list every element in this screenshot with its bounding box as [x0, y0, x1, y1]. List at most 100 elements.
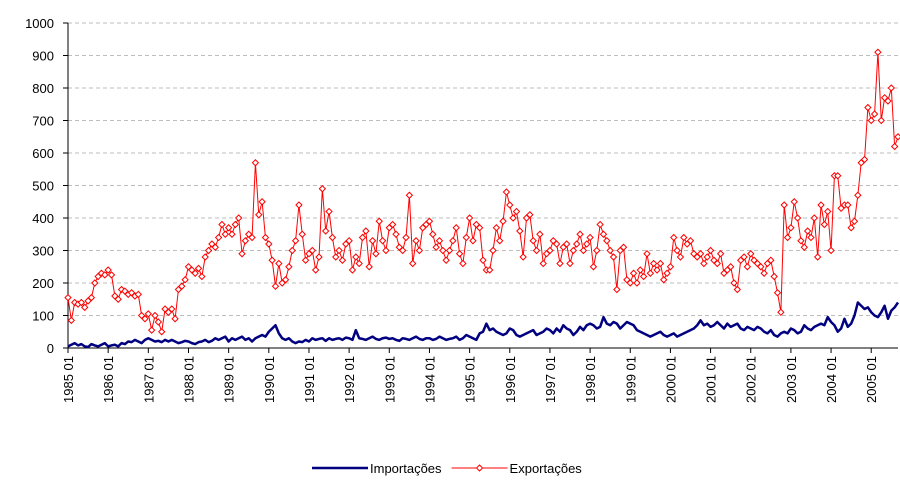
x-tick-label: 2003 01 — [784, 356, 799, 403]
series-marker — [583, 240, 591, 248]
series-marker — [864, 103, 872, 112]
series-marker — [817, 201, 825, 209]
series-marker — [566, 259, 574, 268]
series-marker — [228, 230, 236, 238]
series-marker — [442, 256, 450, 264]
series-marker — [107, 271, 116, 279]
series-marker — [409, 259, 417, 268]
series-marker — [803, 227, 812, 235]
series-marker — [606, 246, 614, 255]
x-tick-label: 1990 01 — [262, 356, 277, 403]
y-tick-label: 700 — [32, 114, 54, 129]
series-marker — [813, 253, 822, 261]
y-tick-label: 1000 — [25, 16, 54, 31]
series-marker — [596, 220, 604, 229]
series-marker — [469, 237, 477, 245]
series-marker — [144, 310, 153, 318]
series-marker — [519, 253, 527, 261]
series-marker — [536, 230, 544, 238]
series-marker — [660, 276, 668, 284]
series-marker — [646, 269, 655, 277]
series-marker — [87, 293, 96, 302]
series-marker — [546, 246, 554, 255]
x-tick-label: 1995 01 — [463, 356, 478, 403]
series-marker — [506, 201, 514, 209]
series-marker — [666, 263, 675, 271]
series-marker — [673, 246, 681, 255]
series-marker — [539, 259, 547, 268]
series-marker — [168, 305, 176, 313]
legend-label: Importações — [370, 461, 442, 476]
legend-marker — [475, 464, 484, 472]
series-marker — [449, 237, 457, 245]
series-marker — [854, 191, 862, 199]
series-marker — [653, 266, 661, 274]
series-marker — [325, 207, 333, 216]
series-marker — [787, 224, 795, 232]
series-marker — [258, 198, 266, 206]
series-marker — [251, 159, 260, 167]
y-tick-label: 600 — [32, 146, 54, 161]
series-marker — [485, 266, 494, 274]
series-marker — [234, 214, 243, 222]
y-tick-label: 200 — [32, 276, 54, 291]
series-marker — [271, 282, 280, 290]
series-marker — [499, 217, 507, 225]
x-tick-label: 2004 01 — [824, 356, 839, 403]
x-tick-label: 1997 01 — [543, 356, 558, 403]
series-marker — [281, 276, 290, 284]
series-marker — [670, 233, 678, 242]
series-marker — [489, 246, 497, 255]
series-marker — [392, 230, 400, 238]
series-marker — [747, 250, 755, 258]
series-marker — [308, 246, 317, 255]
series-marker — [793, 214, 802, 222]
series-marker — [757, 263, 765, 271]
series-marker — [877, 116, 885, 125]
series-marker — [214, 233, 223, 242]
series-marker — [91, 279, 99, 287]
series-marker — [352, 253, 360, 261]
series-marker — [425, 217, 434, 225]
series-marker — [850, 217, 859, 225]
series-marker — [860, 155, 869, 164]
series-marker — [321, 227, 330, 235]
series-marker — [777, 308, 785, 316]
series-marker — [599, 230, 608, 238]
series-marker — [382, 246, 390, 255]
series-marker — [335, 246, 343, 255]
series-marker — [362, 227, 370, 235]
series-marker — [509, 214, 517, 222]
x-tick-label: 1992 01 — [342, 356, 357, 403]
series-marker — [432, 243, 440, 251]
series-marker — [613, 285, 621, 294]
series-marker — [492, 224, 501, 232]
series-marker — [890, 142, 899, 151]
series-marker — [194, 264, 203, 273]
y-tick-label: 800 — [32, 81, 54, 96]
series-marker — [790, 198, 798, 206]
series-marker — [295, 201, 303, 209]
y-tick-label: 300 — [32, 244, 54, 259]
series-marker — [636, 266, 645, 274]
series-marker — [398, 246, 407, 255]
x-tick-label: 1994 01 — [422, 356, 437, 403]
series-marker — [730, 279, 738, 287]
series-marker — [275, 259, 283, 268]
series-marker — [586, 233, 594, 242]
series-marker — [439, 246, 447, 255]
series-marker — [348, 266, 357, 274]
series-marker — [619, 243, 628, 251]
series-marker — [479, 256, 487, 264]
series-marker — [465, 214, 474, 222]
series-marker — [716, 250, 725, 258]
x-tick-label: 1991 01 — [302, 356, 317, 403]
series-marker — [834, 172, 842, 180]
x-tick-label: 1996 01 — [503, 356, 518, 403]
series-marker — [516, 227, 524, 235]
series-line — [67, 51, 899, 333]
series-marker — [700, 259, 708, 268]
y-tick-label: 0 — [47, 341, 54, 356]
series-marker — [238, 250, 246, 258]
series-marker — [221, 230, 230, 238]
